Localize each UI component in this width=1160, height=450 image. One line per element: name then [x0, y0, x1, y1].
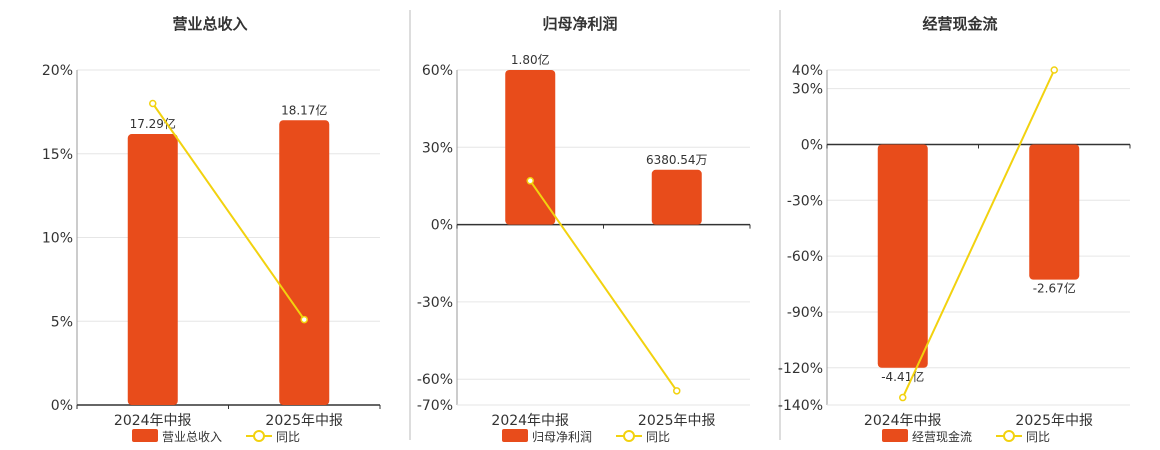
bar-data-label: -4.41亿	[881, 369, 924, 384]
chart-title: 营业总收入	[172, 15, 247, 33]
bar	[1029, 144, 1080, 280]
y-tick-label: -70%	[417, 398, 453, 414]
yoy-line	[529, 180, 678, 392]
bar	[505, 70, 556, 225]
x-tick-label: 2024年中报	[864, 413, 942, 429]
legend-line-label: 同比	[646, 430, 670, 444]
bar-data-label: 6380.54万	[646, 153, 708, 167]
y-tick-label: -90%	[787, 305, 823, 321]
x-tick-label: 2025年中报	[265, 413, 343, 429]
y-tick-label: 0%	[801, 137, 823, 153]
y-tick-label: 10%	[42, 231, 73, 247]
y-tick-label: 20%	[42, 63, 73, 79]
legend-bar-label: 归母净利润	[532, 430, 592, 444]
yoy-point	[300, 315, 308, 324]
bar-data-label: 1.80亿	[511, 52, 550, 67]
x-tick-label: 2025年中报	[1015, 413, 1093, 429]
legend-bar-swatch	[502, 429, 528, 442]
yoy-point	[526, 177, 534, 185]
y-tick-label: -60%	[417, 372, 453, 388]
bar-data-label: 18.17亿	[281, 102, 327, 117]
y-tick-label: -120%	[778, 361, 823, 377]
legend-bar-swatch	[882, 429, 908, 442]
x-tick-label: 2024年中报	[491, 413, 569, 429]
legend-line-marker	[623, 430, 635, 442]
y-tick-label: -60%	[787, 249, 823, 265]
yoy-point	[1050, 66, 1058, 74]
y-tick-label: 0%	[431, 218, 453, 234]
legend-line-marker	[253, 430, 265, 442]
y-tick-label: 15%	[42, 147, 73, 163]
yoy-point	[673, 387, 681, 395]
bar-data-label: 17.29亿	[130, 116, 176, 131]
x-tick-label: 2025年中报	[638, 413, 716, 429]
y-tick-label: -30%	[787, 193, 823, 209]
yoy-point	[899, 393, 907, 402]
y-tick-label: -30%	[417, 295, 453, 311]
legend-line-label: 同比	[1026, 430, 1050, 444]
legend-bar-swatch	[132, 429, 158, 442]
bar	[279, 120, 330, 405]
y-tick-label: -140%	[778, 398, 823, 414]
yoy-point	[149, 99, 157, 108]
y-tick-label: 0%	[51, 398, 73, 414]
y-tick-label: 30%	[422, 140, 453, 156]
bar	[127, 134, 178, 405]
bar	[877, 144, 928, 368]
bar	[651, 169, 702, 225]
y-tick-label: 40%	[792, 63, 823, 79]
legend-line-marker	[1003, 430, 1015, 442]
x-tick-label: 2024年中报	[114, 413, 192, 429]
legend-bar-label: 营业总收入	[162, 430, 222, 444]
chart-title: 经营现金流	[922, 15, 997, 33]
chart-title: 归母净利润	[542, 15, 617, 33]
y-tick-label: 30%	[792, 82, 823, 98]
bar-data-label: -2.67亿	[1033, 281, 1076, 296]
yoy-line	[901, 69, 1056, 398]
y-tick-label: 5%	[51, 314, 73, 330]
yoy-line	[151, 102, 306, 321]
legend-line-label: 同比	[276, 430, 300, 444]
y-tick-label: 60%	[422, 63, 453, 79]
legend-bar-label: 经营现金流	[912, 429, 972, 444]
